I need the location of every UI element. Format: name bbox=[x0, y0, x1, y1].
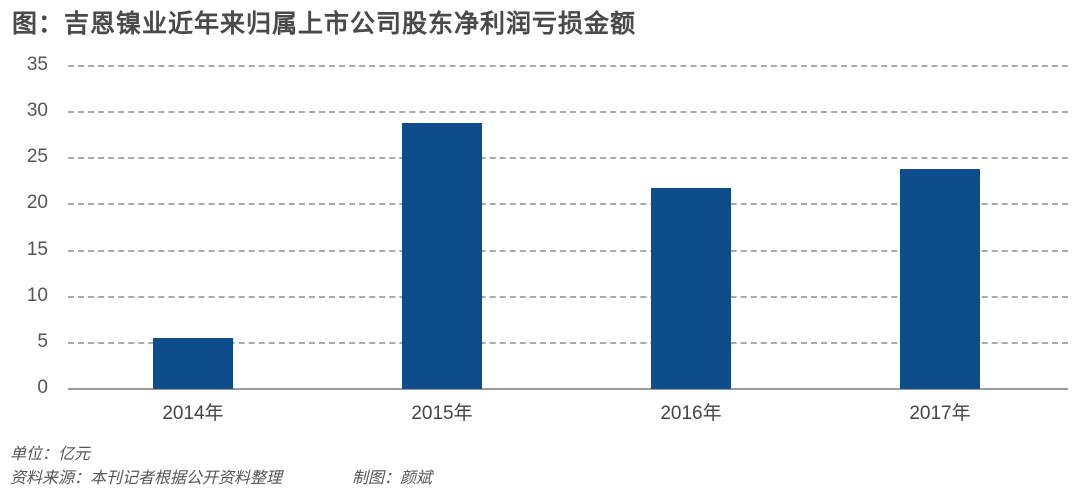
x-tick-label: 2015年 bbox=[411, 403, 473, 424]
gridline bbox=[68, 65, 1068, 67]
y-tick-label: 20 bbox=[26, 192, 48, 214]
y-tick-label: 5 bbox=[37, 330, 48, 352]
unit-label: 单位：亿元 bbox=[10, 444, 91, 463]
gridline bbox=[68, 157, 1068, 160]
x-tick-label: 2014年 bbox=[162, 403, 224, 424]
x-axis-line bbox=[68, 388, 1068, 390]
bar-2017年 bbox=[900, 169, 980, 389]
gridline bbox=[68, 111, 1068, 114]
y-tick-label: 25 bbox=[26, 146, 48, 168]
gridline bbox=[68, 203, 1068, 206]
credit-note: 制图：颜斌 bbox=[352, 468, 433, 487]
chart-title: 图：吉恩镍业近年来归属上市公司股东净利润亏损金额 bbox=[12, 9, 637, 38]
y-tick-label: 30 bbox=[26, 100, 48, 122]
bar-2015年 bbox=[402, 123, 482, 389]
bar-2014年 bbox=[153, 338, 233, 389]
y-tick-label: 0 bbox=[37, 377, 48, 398]
x-tick-label: 2016年 bbox=[660, 403, 722, 424]
y-tick-label: 10 bbox=[26, 284, 48, 306]
gridline bbox=[68, 341, 1068, 344]
y-tick-label: 35 bbox=[26, 54, 48, 75]
bar-2016年 bbox=[651, 187, 731, 389]
y-tick-label: 15 bbox=[26, 238, 48, 260]
gridline bbox=[68, 295, 1068, 298]
gridline bbox=[68, 249, 1068, 252]
x-tick-label: 2017年 bbox=[909, 403, 971, 424]
source-note: 资料来源：本刊记者根据公开资料整理 bbox=[10, 468, 283, 487]
